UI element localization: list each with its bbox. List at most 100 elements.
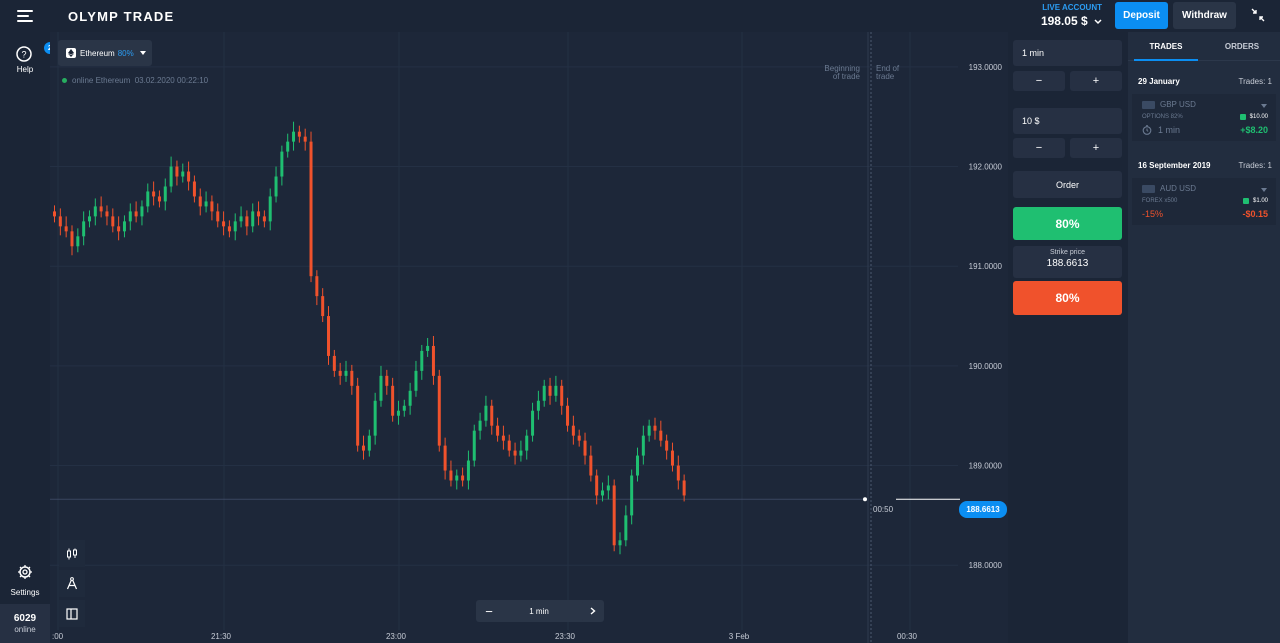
price-chart[interactable]: 193.0000 192.0000 191.0000 190.0000 189.0000… [50,32,1008,643]
candle [531,410,535,436]
settings-button[interactable]: Settings [0,564,50,597]
candle [385,375,389,386]
drawing-tools-button[interactable] [59,570,85,597]
candle [653,425,657,431]
gear-icon [18,565,32,579]
settings-label: Settings [10,588,40,597]
trade-percent: -15% [1142,209,1164,219]
trade-group-header: 16 September 2019 Trades: 1 [1128,155,1280,175]
chevron-down-icon [139,51,146,55]
candle [612,485,616,546]
trade-item[interactable]: GBP USD OPTIONS 82% $10.00 1 min +$8.20 [1132,94,1276,141]
y-tick-label: 189.0000 [969,462,1003,471]
candle [292,131,296,142]
candle [76,236,80,247]
candle [297,131,301,137]
candle [140,206,144,217]
candle [53,211,56,217]
split-layout-icon [66,607,78,620]
candle [636,455,639,476]
y-tick-label: 191.0000 [969,262,1003,271]
online-count: 6029 [13,613,37,624]
candle [379,375,383,401]
logo: OLYMP TRADE [68,9,175,24]
candle [146,191,150,207]
candle [595,475,599,496]
candle [490,405,494,426]
candle [414,370,418,391]
chevron-down-icon [1261,188,1267,192]
candle [192,181,196,197]
scroll-right-button[interactable] [582,600,604,622]
candle [525,435,529,451]
y-tick-label: 192.0000 [969,163,1003,172]
deposit-button[interactable]: Deposit [1115,2,1168,29]
duration-input[interactable]: 1 min [1013,40,1122,66]
candle [437,375,441,446]
svg-text:?: ? [21,50,26,60]
candle [501,435,505,441]
ethereum-icon [66,48,76,58]
candle [70,231,74,247]
up-button[interactable]: 80% [1013,207,1122,240]
trade-timer: 00:50 [873,505,894,514]
candle [350,370,354,386]
candle [408,390,412,406]
candle [472,430,476,461]
trade-group-date: 29 January [1138,76,1180,86]
flag-icon [1142,184,1155,193]
amount-input[interactable]: 10 $ [1013,108,1122,134]
duration-plus-button[interactable]: + [1070,71,1122,91]
tab-trades[interactable]: TRADES [1128,32,1204,61]
compass-icon [66,577,78,590]
candle [560,385,564,406]
candle [163,186,167,202]
candle [618,540,622,546]
collapse-icon[interactable] [1251,8,1265,22]
chart-type-button[interactable] [59,540,85,567]
order-button[interactable]: Order [1013,171,1122,198]
candle [513,450,517,456]
down-button[interactable]: 80% [1013,281,1122,315]
candle [321,296,325,317]
current-price-tag: 188.6613 [959,501,1007,518]
duration-minus-button[interactable]: − [1013,71,1065,91]
strike-price-value: 188.6613 [1046,258,1089,269]
candle [64,226,68,232]
trade-item[interactable]: AUD USD FOREX x500 $1.00 -15% -$0.15 [1132,178,1276,225]
candle [589,455,593,476]
trades-tabs: TRADES ORDERS [1128,32,1280,61]
timeframe-value[interactable]: 1 min [529,606,549,616]
chart-canvas[interactable]: 193.0000 192.0000 191.0000 190.0000 189.0000… [50,32,1008,643]
candle [601,490,605,496]
account-selector[interactable]: LIVE ACCOUNT 198.05 $ [1041,3,1102,28]
candle [204,201,208,207]
asset-status-text: online Ethereum 03.02.2020 00:22:10 [72,76,209,85]
amount-minus-button[interactable]: − [1013,138,1065,158]
candle [286,141,290,152]
withdraw-button[interactable]: Withdraw [1173,2,1236,29]
trade-group-count: Trades: 1 [1238,160,1273,170]
trade-panel: 1 min − + 10 $ − + Order 80% Strike pric… [1008,32,1128,643]
candle [554,385,558,396]
online-counter: 6029 online [0,604,50,643]
candle [682,480,686,496]
help-button[interactable]: ? 2 Help [0,42,56,74]
candle [274,176,278,197]
candle [402,405,406,411]
trade-kind: OPTIONS 82% [1142,114,1183,120]
strike-price: Strike price 188.6613 [1013,246,1122,278]
candle [222,221,226,227]
amount-plus-button[interactable]: + [1070,138,1122,158]
candle [484,405,488,421]
asset-selector[interactable]: Ethereum 80% [58,40,152,66]
tab-orders[interactable]: ORDERS [1224,41,1260,51]
zoom-out-button[interactable]: − [485,603,493,619]
candle [496,425,500,436]
candle [420,350,424,371]
hamburger-menu-icon[interactable] [17,10,33,22]
layout-button[interactable] [59,600,85,627]
candle [257,211,261,217]
candle [449,470,453,481]
candle [134,211,138,217]
